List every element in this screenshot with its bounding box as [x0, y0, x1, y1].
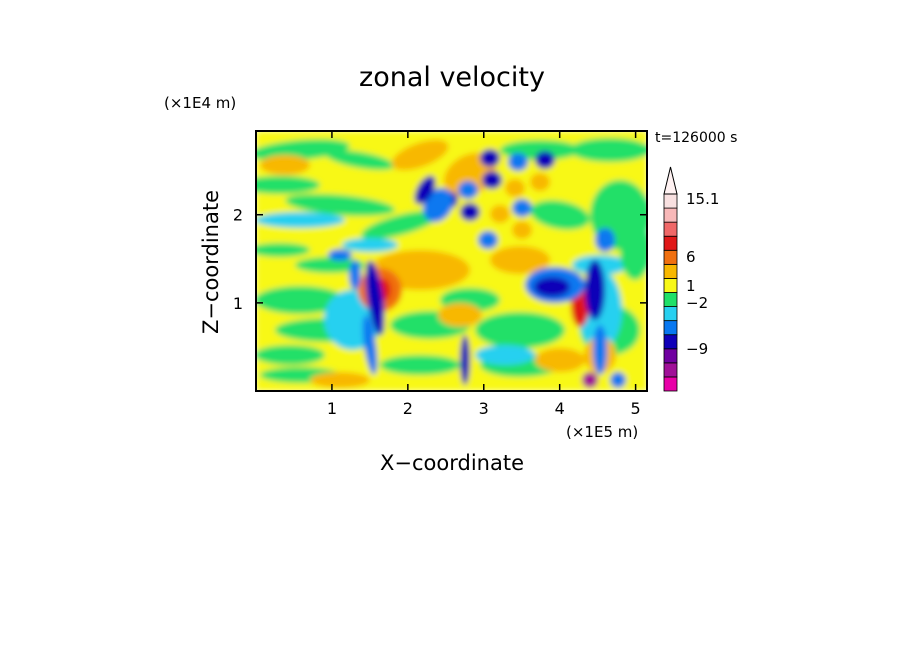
colorbar-swatch	[663, 348, 678, 364]
y-axis-label: Z−coordinate	[199, 190, 223, 334]
colorbar-swatch	[663, 235, 678, 251]
colorbar-swatch	[663, 334, 678, 350]
colorbar-swatch	[663, 249, 678, 265]
colorbar: 15.1 6 1−2 −9	[663, 166, 719, 392]
colorbar-swatch	[663, 221, 678, 237]
x-axis-label: X−coordinate	[380, 451, 524, 475]
x-tick-label: 4	[555, 399, 565, 418]
x-tick-label: 1	[327, 399, 337, 418]
colorbar-label: −9	[686, 340, 708, 358]
y-tick-label: 2	[233, 206, 243, 225]
colorbar-label: 15.1	[686, 190, 719, 208]
colorbar-swatch	[663, 362, 678, 378]
chart-title: zonal velocity	[359, 62, 545, 93]
x-axis: 1 2 3 4 5	[327, 131, 641, 418]
colorbar-swatch	[663, 278, 678, 293]
y-tick-label: 1	[233, 294, 243, 313]
colorbar-label: 6	[686, 248, 696, 266]
colorbar-swatch	[663, 320, 678, 336]
y-scale-label: (×1E4 m)	[164, 94, 236, 112]
colorbar-swatch	[663, 292, 678, 307]
x-tick-label: 5	[631, 399, 641, 418]
x-tick-label: 3	[479, 399, 489, 418]
colorbar-swatch	[663, 263, 678, 279]
colorbar-extend-arrow	[663, 166, 678, 195]
colorbar-swatch	[663, 306, 678, 322]
colorbar-swatch	[663, 207, 678, 223]
x-tick-label: 2	[403, 399, 413, 418]
colorbar-swatch	[663, 376, 678, 392]
colorbar-label: −2	[686, 294, 708, 312]
y-axis: 12	[233, 206, 647, 313]
plot-area	[256, 131, 647, 391]
plot-frame	[255, 130, 648, 392]
time-label: t=126000 s	[655, 130, 737, 146]
colorbar-label: 1	[686, 277, 696, 295]
x-scale-label: (×1E5 m)	[566, 423, 638, 441]
colorbar-swatch	[663, 193, 678, 209]
